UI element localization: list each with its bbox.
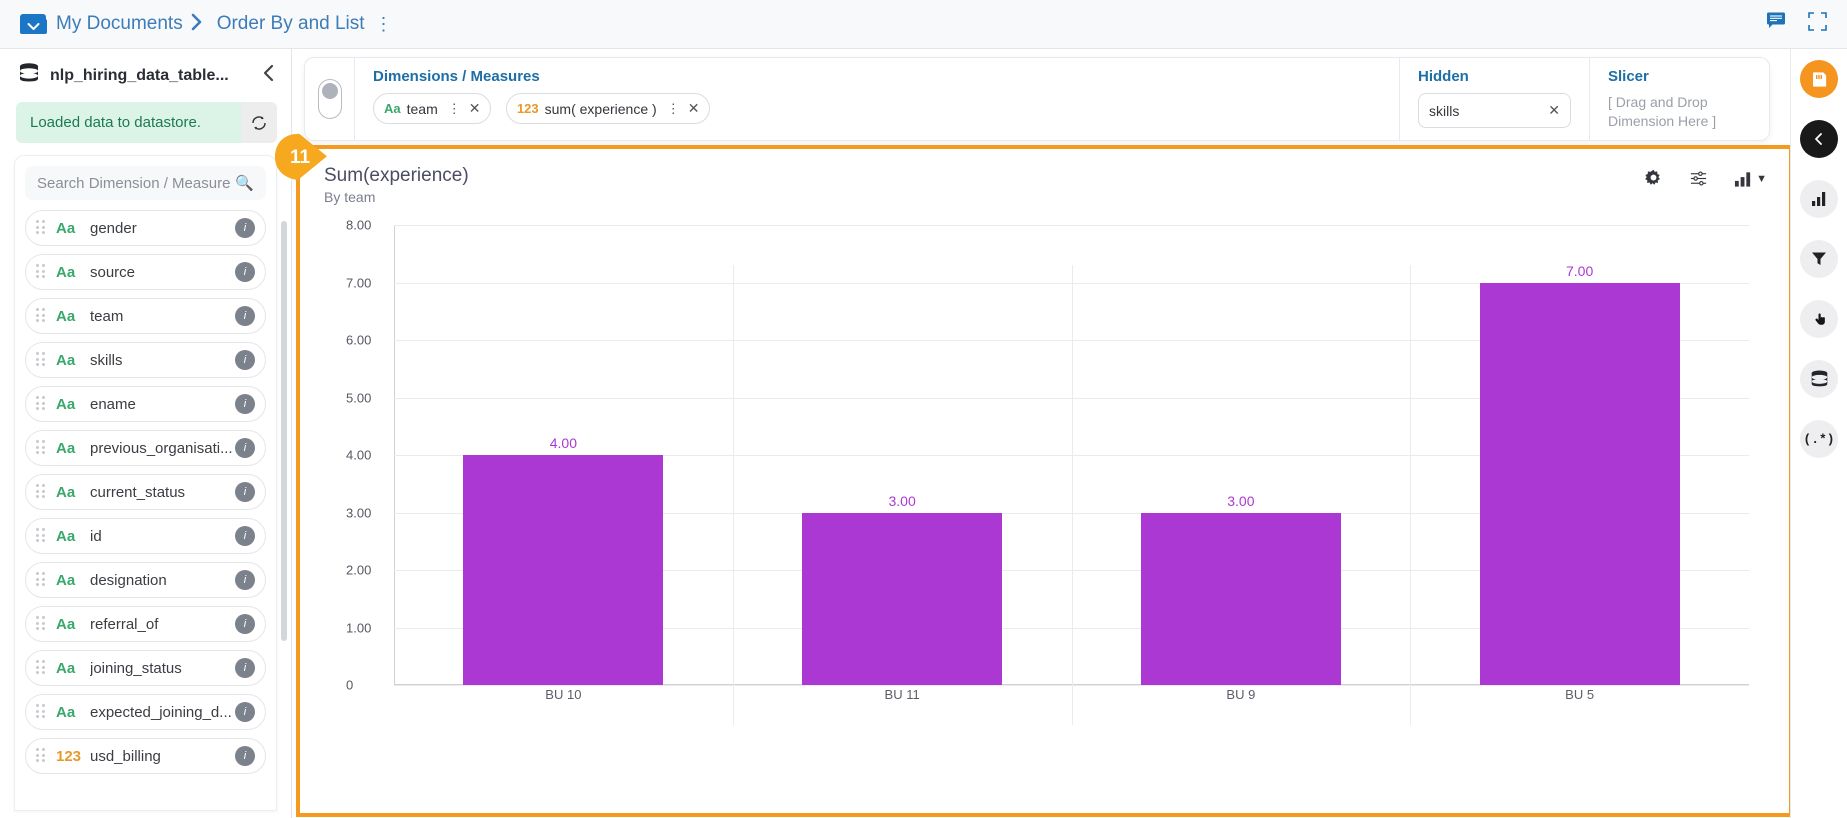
svg-text:11: 11 xyxy=(290,147,311,168)
